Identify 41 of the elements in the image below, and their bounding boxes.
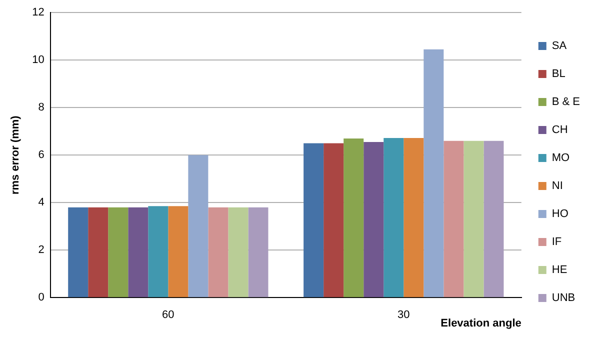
bar — [68, 207, 88, 298]
x-tick-label: 30 — [398, 309, 410, 322]
y-tick-label: 2 — [38, 244, 44, 256]
x-tick-label: 60 — [162, 309, 174, 322]
bar — [128, 207, 148, 298]
legend-label: B & E — [552, 96, 580, 108]
bar — [384, 138, 404, 298]
legend-label: BL — [552, 68, 566, 80]
bar — [484, 140, 504, 298]
y-tick-label: 6 — [38, 149, 44, 162]
y-tick-label: 10 — [32, 54, 44, 66]
bar — [208, 207, 228, 298]
bar — [304, 143, 324, 298]
legend-label: UNB — [552, 292, 576, 304]
legend-label: IF — [552, 236, 562, 248]
bar — [464, 140, 484, 298]
bar — [344, 138, 364, 298]
legend-label: NI — [552, 180, 563, 192]
bar — [404, 138, 424, 298]
y-tick-label: 8 — [38, 102, 44, 114]
bar — [424, 49, 444, 298]
bar — [108, 207, 128, 298]
y-tick-label: 12 — [32, 6, 44, 19]
bar — [188, 155, 208, 298]
x-axis-title: Elevation angle — [440, 317, 522, 330]
bar — [248, 207, 268, 298]
y-tick-label: 0 — [38, 292, 44, 304]
bar — [364, 142, 384, 298]
y-tick-label: 4 — [38, 196, 44, 209]
legend-label: HE — [552, 264, 568, 276]
bar — [228, 207, 248, 298]
bar — [148, 206, 168, 298]
legend-label: HO — [552, 208, 569, 220]
legend-label: MO — [552, 152, 570, 164]
bar — [324, 143, 344, 298]
bar — [88, 207, 108, 298]
bar — [168, 206, 188, 298]
bar — [444, 140, 464, 298]
legend-label: CH — [552, 124, 568, 136]
legend-label: SA — [552, 40, 568, 52]
y-axis-title: rms error (mm) — [10, 115, 22, 195]
